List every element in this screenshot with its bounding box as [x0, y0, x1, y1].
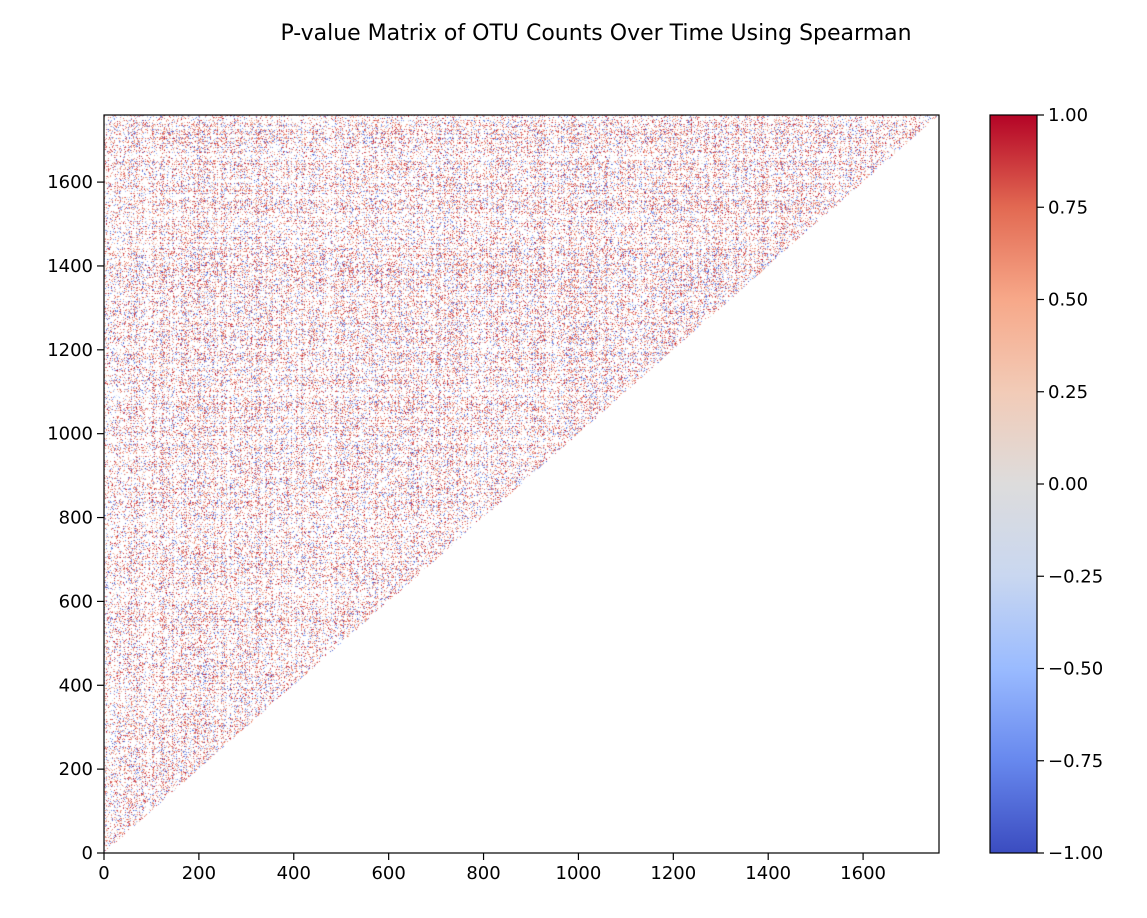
colorbar-ticks: 1.00 0.75 0.50 0.25 0.00 −0.25 −0.50 −0.75 −1.00 — [1037, 105, 1103, 864]
x-tick-label: 400 — [277, 863, 311, 884]
colorbar-tick-label: −0.75 — [1048, 751, 1103, 772]
y-tick-label: 1000 — [47, 424, 93, 445]
y-tick-label: 1600 — [47, 172, 93, 193]
y-tick-label: 600 — [59, 591, 93, 612]
x-tick-label: 1600 — [840, 863, 886, 884]
x-tick-label: 800 — [466, 863, 500, 884]
heatmap-cells — [104, 115, 939, 853]
y-tick-label: 200 — [59, 759, 93, 780]
chart-title: P-value Matrix of OTU Counts Over Time U… — [280, 21, 911, 46]
colorbar-tick-label: 0.25 — [1048, 382, 1088, 403]
colorbar-tick-label: 1.00 — [1048, 105, 1088, 126]
colorbar-tick-label: −0.50 — [1048, 659, 1103, 680]
y-tick-label: 800 — [59, 508, 93, 529]
x-tick-label: 200 — [182, 863, 216, 884]
y-tick-label: 0 — [82, 843, 93, 864]
colorbar-tick-label: −0.25 — [1048, 566, 1103, 587]
x-tick-label: 600 — [371, 863, 405, 884]
x-axis-ticks: 0 200 400 600 800 1000 1200 1400 1600 — [98, 853, 886, 884]
x-tick-label: 1200 — [650, 863, 696, 884]
colorbar-tick-label: 0.00 — [1048, 474, 1088, 495]
colorbar — [989, 114, 1038, 854]
heatmap-image — [104, 115, 939, 853]
colorbar-tick-label: −1.00 — [1048, 843, 1103, 864]
x-tick-label: 1400 — [745, 863, 791, 884]
y-tick-label: 1200 — [47, 340, 93, 361]
y-tick-label: 1400 — [47, 256, 93, 277]
colorbar-tick-label: 0.50 — [1048, 290, 1088, 311]
y-axis-ticks: 0 200 400 600 800 1000 1200 1400 1600 — [47, 172, 104, 864]
y-tick-label: 400 — [59, 675, 93, 696]
x-tick-label: 0 — [98, 863, 109, 884]
colorbar-tick-label: 0.75 — [1048, 197, 1088, 218]
x-tick-label: 1000 — [556, 863, 602, 884]
plot-frame — [103, 114, 940, 854]
